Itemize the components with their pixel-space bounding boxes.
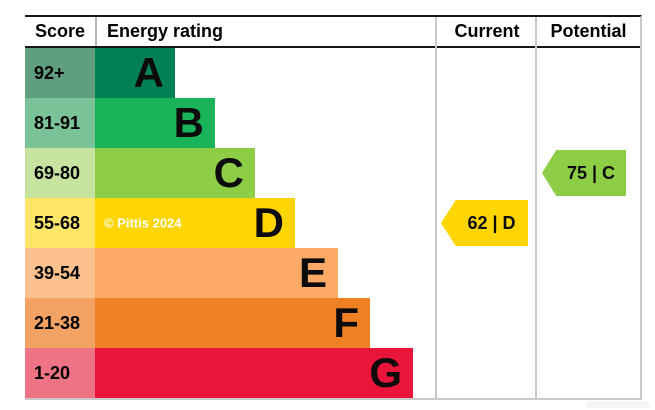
band-letter: B <box>173 99 204 146</box>
epc-chart: Score Energy rating Current Potential 92… <box>25 15 642 400</box>
band-bar: C <box>95 148 255 198</box>
band-score-label: 69-80 <box>34 162 81 183</box>
header-score: Score <box>34 21 86 41</box>
band-bar: B <box>95 98 215 148</box>
band-score-cell: 55-68 <box>25 198 95 248</box>
band-bar: E <box>95 248 338 298</box>
potential-rating-label: 75 | C <box>566 162 616 183</box>
band-bar: © Pittis 2024 D <box>95 198 295 248</box>
band-bar: F <box>95 298 370 348</box>
band-score-label: 81-91 <box>34 112 81 133</box>
band-letter: F <box>333 299 359 346</box>
band-letter: G <box>369 349 402 396</box>
band-row-b: 81-91 B <box>25 98 640 148</box>
current-rating-label: 62 | D <box>467 212 516 233</box>
band-row-a: 92+ A <box>25 48 640 98</box>
band-score-label: 21-38 <box>34 312 81 333</box>
current-rating-arrow: 62 | D <box>441 200 528 246</box>
band-score-cell: 81-91 <box>25 98 95 148</box>
band-letter: D <box>253 199 284 246</box>
band-score-label: 55-68 <box>34 212 81 233</box>
band-score-label: 39-54 <box>34 262 81 283</box>
band-score-cell: 69-80 <box>25 148 95 198</box>
band-score-cell: 21-38 <box>25 298 95 348</box>
current-column-divider <box>435 17 437 398</box>
band-row-c: 69-80 C <box>25 148 640 198</box>
band-score-cell: 39-54 <box>25 248 95 298</box>
band-row-e: 39-54 E <box>25 248 640 298</box>
potential-column-divider <box>535 17 537 398</box>
copyright-watermark: © Pittis 2024 <box>104 215 182 231</box>
band-score-label: 1-20 <box>34 362 71 383</box>
band-score-cell: 92+ <box>25 48 95 98</box>
band-row-f: 21-38 F <box>25 298 640 348</box>
header-divider <box>95 17 97 46</box>
band-score-label: 92+ <box>34 62 65 83</box>
band-bar: A <box>95 48 175 98</box>
band-letter: C <box>213 149 244 196</box>
chart-header: Score Energy rating Current Potential <box>25 17 640 48</box>
header-current: Current <box>454 21 520 41</box>
band-letter: A <box>133 49 164 96</box>
band-bar: G <box>95 348 413 398</box>
faint-footer-watermark <box>586 401 650 408</box>
header-potential: Potential <box>550 21 627 41</box>
band-row-g: 1-20 G <box>25 348 640 398</box>
header-energy-rating: Energy rating <box>107 21 224 41</box>
band-row-d: 55-68 © Pittis 2024 D <box>25 198 640 248</box>
band-score-cell: 1-20 <box>25 348 95 398</box>
band-letter: E <box>298 249 327 296</box>
potential-rating-arrow: 75 | C <box>542 150 626 196</box>
